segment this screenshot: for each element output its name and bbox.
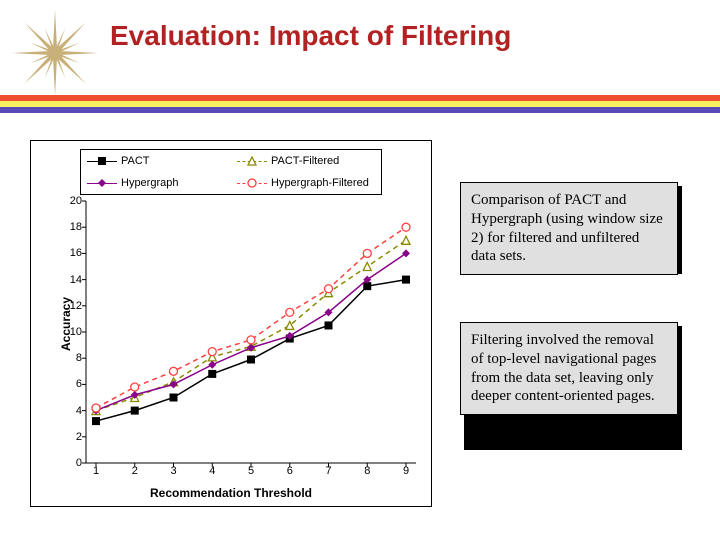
x-axis-label: Recommendation Threshold [150,486,312,500]
y-tick-label: 16 [70,247,86,259]
plot-area: 02468101214161820123456789 [86,201,416,463]
legend-item: Hypergraph-Filtered [231,177,381,189]
x-tick-label: 6 [287,463,293,477]
legend-label: Hypergraph-Filtered [271,177,369,189]
y-tick-label: 12 [70,300,86,312]
x-tick-label: 9 [403,463,409,477]
legend-label: Hypergraph [121,177,178,189]
x-tick-label: 1 [93,463,99,477]
legend-item: PACT-Filtered [231,155,381,167]
legend-item: Hypergraph [81,177,231,189]
legend-label: PACT [121,155,150,167]
y-tick-label: 8 [76,352,86,364]
legend-label: PACT-Filtered [271,155,339,167]
slide: Evaluation: Impact of Filtering PACTPACT… [0,0,720,540]
y-tick-label: 18 [70,221,86,233]
callout-1: Comparison of PACT and Hypergraph (using… [460,182,678,275]
slide-title: Evaluation: Impact of Filtering [110,20,511,52]
y-tick-label: 2 [76,431,86,443]
rainbow-divider-icon [0,95,720,113]
y-tick-label: 6 [76,378,86,390]
callout-text: Comparison of PACT and Hypergraph (using… [471,192,663,264]
legend-item: PACT [81,155,231,167]
y-tick-label: 0 [76,457,86,469]
chart-legend: PACT PACT-Filtered Hypergraph Hypergraph-Fi… [80,149,382,195]
y-tick-label: 14 [70,274,86,286]
x-tick-label: 3 [170,463,176,477]
y-tick-label: 10 [70,326,86,338]
callout-2: Filtering involved the removal of top-le… [460,322,678,415]
accuracy-chart: PACT PACT-Filtered Hypergraph Hypergraph-Fi… [30,140,432,507]
x-tick-label: 5 [248,463,254,477]
starburst-logo-icon [10,8,100,98]
x-tick-label: 7 [325,463,331,477]
y-tick-label: 20 [70,195,86,207]
y-tick-label: 4 [76,405,86,417]
callout-text: Filtering involved the removal of top-le… [471,332,656,404]
x-tick-label: 2 [132,463,138,477]
x-tick-label: 8 [364,463,370,477]
x-tick-label: 4 [209,463,215,477]
